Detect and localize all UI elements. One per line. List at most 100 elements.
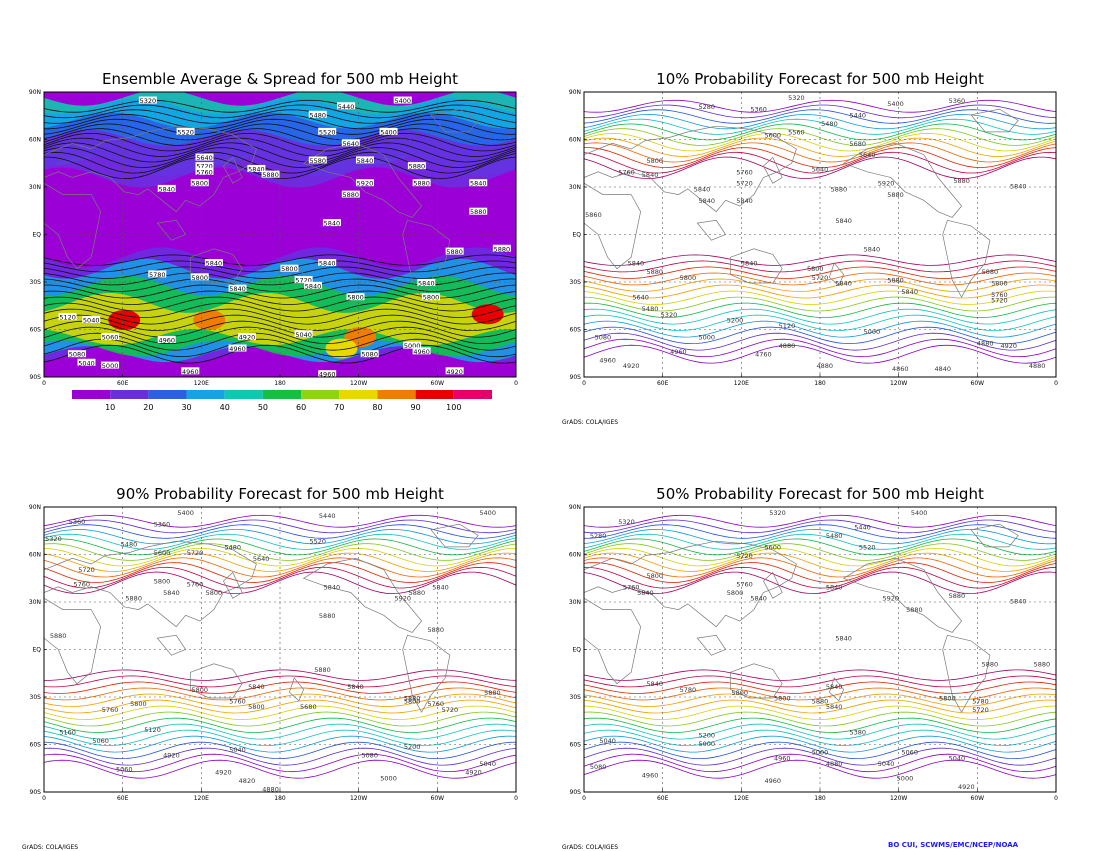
coastline bbox=[44, 182, 101, 270]
contour-label: 5520 bbox=[859, 543, 876, 551]
contour-label: 5840 bbox=[206, 260, 223, 268]
contour-label: 5320 bbox=[769, 509, 786, 517]
contour-label: 5780 bbox=[680, 686, 697, 694]
contour-label: 4960 bbox=[319, 371, 336, 379]
contour-label-bg bbox=[318, 370, 337, 377]
contour-label-bg bbox=[355, 156, 374, 164]
contour-south bbox=[584, 669, 1056, 681]
contour-label: 5760 bbox=[736, 580, 753, 588]
contour-south bbox=[44, 759, 516, 779]
contour-label: 5080 bbox=[595, 334, 612, 342]
contour-label: 5000 bbox=[698, 740, 715, 748]
contour-label: 5000 bbox=[812, 749, 829, 757]
contour-south bbox=[584, 344, 1056, 364]
contour-north bbox=[44, 147, 516, 168]
map-content: 5320 5280 5360 5440 5400 5360 5480 5600 5560 5640… bbox=[584, 92, 1056, 377]
contour-label: 5840 bbox=[163, 589, 180, 597]
contour-south bbox=[44, 260, 516, 273]
coastline bbox=[156, 219, 187, 241]
lat-tick-label: 60N bbox=[569, 552, 581, 559]
contour-label: 5880 bbox=[413, 180, 430, 188]
contour-label: 5040 bbox=[479, 760, 496, 768]
contour-label: 5760 bbox=[623, 583, 640, 591]
contour-label: 5280 bbox=[590, 532, 607, 540]
contour-label: 5920 bbox=[883, 595, 900, 603]
contour-label: 5720 bbox=[972, 706, 989, 714]
coastline bbox=[302, 142, 423, 218]
contour-label: 5040 bbox=[878, 760, 895, 768]
contour-label: 5640 bbox=[632, 294, 649, 302]
contour-label: 5040 bbox=[83, 317, 100, 325]
contour-label: 5800 bbox=[423, 294, 440, 302]
lat-tick-label: 60S bbox=[570, 742, 582, 749]
lat-tick-label: 30N bbox=[569, 599, 581, 606]
contour-label-bg bbox=[341, 190, 360, 198]
lon-tick-label: 180 bbox=[814, 380, 826, 387]
lat-tick-label: EQ bbox=[572, 232, 581, 239]
colorbar: 10 20 30 40 50 60 70 80 90 100 bbox=[72, 390, 492, 412]
contour-label: 5880 bbox=[50, 632, 67, 640]
contour-label: 5880 bbox=[953, 177, 970, 185]
contour-label: 5760 bbox=[736, 168, 753, 176]
lat-tick-label: 90N bbox=[29, 504, 41, 511]
contour-label: 5840 bbox=[1010, 183, 1027, 191]
panel-title-50pct: 50% Probability Forecast for 500 mb Heig… bbox=[656, 485, 984, 503]
contour-label: 5840 bbox=[248, 165, 265, 173]
contour-label: 5720 bbox=[196, 163, 213, 171]
contour-label: 5840 bbox=[418, 279, 435, 287]
contour-north bbox=[584, 552, 1056, 572]
contour-label: 5320 bbox=[788, 94, 805, 102]
lon-tick-label: 120E bbox=[194, 380, 209, 387]
contour-label: 5760 bbox=[187, 580, 204, 588]
contour-label: 5800 bbox=[939, 694, 956, 702]
coastline bbox=[189, 663, 243, 699]
contour-south bbox=[44, 711, 516, 727]
lon-tick-label: 120E bbox=[734, 380, 749, 387]
contour-label-bg bbox=[68, 350, 87, 358]
contour-label: 5640 bbox=[196, 154, 213, 162]
lon-tick-label: 0 bbox=[42, 380, 46, 387]
contour-label-bg bbox=[341, 139, 360, 147]
contour-label: 4920 bbox=[623, 362, 640, 370]
contour-label: 5840 bbox=[628, 260, 645, 268]
contour-label-bg bbox=[58, 313, 77, 321]
contour-label: 5520 bbox=[319, 128, 336, 136]
map-content: 5320 5400 5320 5280 5440 5480 5520 5600 5720 5760… bbox=[584, 507, 1056, 792]
contour-label-bg bbox=[318, 127, 337, 135]
contour-south bbox=[44, 314, 516, 332]
lat-tick-label: 90S bbox=[30, 789, 42, 796]
contour-label: 5800 bbox=[281, 265, 298, 273]
contour-label: 5800 bbox=[248, 703, 265, 711]
contour-north bbox=[584, 113, 1056, 130]
map-10pct-probability: 5320 5280 5360 5440 5400 5360 5480 5600 5560 5640… bbox=[569, 89, 1058, 387]
contour-label: 5880 bbox=[125, 595, 142, 603]
contour-label: 5840 bbox=[835, 635, 852, 643]
contour-label: 5320 bbox=[45, 535, 62, 543]
coastline bbox=[44, 125, 257, 213]
contour-north bbox=[44, 514, 516, 528]
lat-tick-label: 90N bbox=[569, 504, 581, 511]
contour-label-bg bbox=[148, 270, 167, 278]
contour-label: 5880 bbox=[409, 163, 426, 171]
contour-north bbox=[44, 566, 516, 589]
contour-north bbox=[584, 524, 1056, 539]
contour-label: 4960 bbox=[642, 771, 659, 779]
contour-south bbox=[44, 687, 516, 701]
contour-label: 5520 bbox=[309, 538, 326, 546]
contour-label: 5400 bbox=[394, 97, 411, 105]
contour-north bbox=[44, 552, 516, 572]
contour-north bbox=[584, 557, 1056, 578]
contour-label: 5760 bbox=[427, 700, 444, 708]
contour-label: 5760 bbox=[229, 697, 246, 705]
colorbar-swatch bbox=[415, 390, 454, 399]
lat-tick-label: 60N bbox=[29, 137, 41, 144]
contour-label: 5880 bbox=[484, 689, 501, 697]
map-content: 5400 5440 5400 5360 5320 5360 5480 5480 5520 5600… bbox=[44, 507, 516, 792]
contour-north bbox=[44, 142, 516, 163]
contour-label: 5720 bbox=[442, 706, 459, 714]
contour-label: 5200 bbox=[698, 732, 715, 740]
contour-north bbox=[44, 524, 516, 539]
coastline bbox=[729, 663, 783, 699]
